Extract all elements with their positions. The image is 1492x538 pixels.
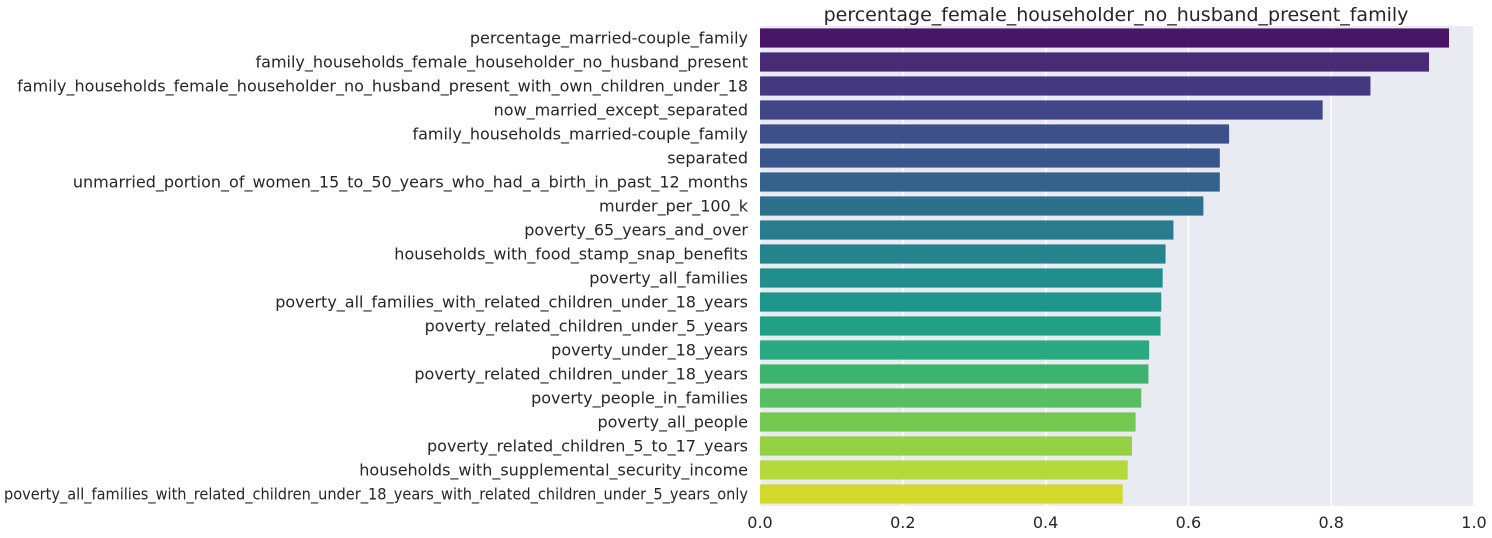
- y-tick-label: murder_per_100_k: [599, 197, 749, 217]
- x-tick-label: 1.0: [1461, 513, 1486, 532]
- bar: [760, 76, 1371, 96]
- bar: [760, 124, 1230, 144]
- bar: [760, 316, 1161, 336]
- y-tick-label: poverty_under_18_years: [551, 341, 748, 361]
- y-tick-label: family_households_married-couple_family: [412, 125, 748, 145]
- bar: [760, 388, 1142, 408]
- x-tick-label: 0.0: [747, 513, 772, 532]
- x-tick-label: 0.8: [1318, 513, 1343, 532]
- y-tick-label: separated: [667, 149, 748, 168]
- bar: [760, 436, 1132, 456]
- y-tick-label: poverty_all_people: [597, 413, 748, 433]
- y-tick-label: poverty_all_families: [589, 269, 748, 289]
- bar: [760, 268, 1163, 288]
- y-tick-label: percentage_married-couple_family: [470, 29, 748, 49]
- x-tick-label: 0.2: [890, 513, 915, 532]
- x-tick-label: 0.4: [1033, 513, 1058, 532]
- bar: [760, 100, 1323, 120]
- bar: [760, 172, 1220, 192]
- bar: [760, 340, 1150, 360]
- y-tick-label: now_married_except_separated: [494, 101, 748, 121]
- bar: [760, 220, 1174, 240]
- bar: [760, 28, 1450, 48]
- x-tick-labels: 0.0 0.2 0.4 0.6 0.8 1.0: [747, 513, 1486, 532]
- x-tick-label: 0.6: [1176, 513, 1201, 532]
- y-tick-label: poverty_65_years_and_over: [524, 221, 748, 241]
- bar: [760, 148, 1220, 168]
- bar: [760, 196, 1204, 216]
- y-tick-label: households_with_food_stamp_snap_benefits: [394, 245, 748, 265]
- bar: [760, 244, 1166, 264]
- y-tick-labels: percentage_married-couple_family family_h…: [4, 29, 749, 505]
- y-tick-label: family_households_female_householder_no_…: [256, 53, 748, 73]
- bar: [760, 460, 1128, 480]
- bars: [760, 28, 1450, 504]
- bar: [760, 292, 1162, 312]
- chart-title: percentage_female_householder_no_husband…: [824, 4, 1409, 26]
- bar: [760, 52, 1430, 72]
- plot-background: [760, 26, 1474, 506]
- bar: [760, 364, 1149, 384]
- y-tick-label: poverty_related_children_5_to_17_years: [427, 437, 748, 457]
- y-tick-label: poverty_related_children_under_18_years: [414, 365, 748, 385]
- y-tick-label: family_households_female_householder_no_…: [17, 77, 748, 97]
- y-tick-label: poverty_people_in_families: [531, 389, 748, 409]
- bar: [760, 484, 1123, 504]
- y-tick-label: poverty_related_children_under_5_years: [425, 317, 748, 337]
- y-tick-label: poverty_all_families_with_related_childr…: [275, 293, 748, 313]
- bar: [760, 412, 1136, 432]
- y-tick-label: unmarried_portion_of_women_15_to_50_year…: [73, 173, 748, 193]
- y-tick-label: households_with_supplemental_security_in…: [359, 461, 748, 481]
- y-tick-label: poverty_all_families_with_related_childr…: [4, 485, 748, 505]
